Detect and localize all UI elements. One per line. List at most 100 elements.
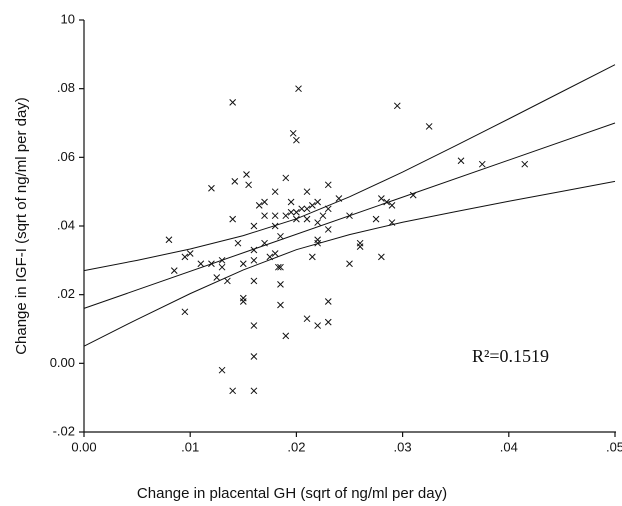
point-stroke xyxy=(425,123,433,130)
x-tick-label: .01 xyxy=(181,439,199,454)
point xyxy=(277,232,284,240)
point-stroke xyxy=(218,256,226,264)
point xyxy=(250,277,258,285)
point xyxy=(197,260,205,268)
point xyxy=(250,322,258,329)
point-stroke xyxy=(277,281,284,288)
point-stroke xyxy=(231,178,239,185)
point-stroke xyxy=(239,260,247,268)
point xyxy=(170,267,178,274)
point-stroke xyxy=(245,181,252,189)
point xyxy=(388,202,396,209)
point xyxy=(239,260,247,268)
point-stroke xyxy=(234,239,242,247)
point-stroke xyxy=(388,219,396,226)
point xyxy=(425,123,433,130)
point-stroke xyxy=(261,212,268,220)
point-stroke xyxy=(282,212,290,220)
point xyxy=(295,85,302,93)
point-stroke xyxy=(261,239,268,247)
point xyxy=(293,215,300,223)
point-stroke xyxy=(218,263,226,271)
point xyxy=(208,184,215,192)
point-stroke xyxy=(250,256,258,264)
point xyxy=(229,215,237,223)
point-stroke xyxy=(314,239,321,247)
point xyxy=(314,198,321,206)
point-stroke xyxy=(277,232,284,240)
point-stroke xyxy=(271,250,279,257)
point xyxy=(298,205,306,213)
point xyxy=(287,208,295,216)
point xyxy=(255,202,263,209)
point xyxy=(245,181,252,189)
point xyxy=(277,301,284,309)
point xyxy=(218,263,226,271)
point-stroke xyxy=(295,85,302,93)
point xyxy=(293,136,300,144)
point xyxy=(213,274,221,281)
point xyxy=(303,315,311,323)
point-stroke xyxy=(165,236,173,244)
y-tick-label: -.02 xyxy=(53,423,75,438)
point xyxy=(229,99,237,106)
point-stroke xyxy=(346,260,353,268)
point xyxy=(303,205,311,213)
point-stroke xyxy=(282,174,290,182)
point-stroke xyxy=(250,277,258,285)
point xyxy=(234,239,242,247)
point-stroke xyxy=(293,208,300,216)
point-stroke xyxy=(314,322,321,329)
y-tick-label: .08 xyxy=(57,80,75,95)
point xyxy=(250,256,258,264)
point xyxy=(356,243,364,250)
point xyxy=(181,253,189,261)
point xyxy=(303,215,311,223)
point-stroke xyxy=(250,353,258,360)
point-stroke xyxy=(478,160,486,168)
point-stroke xyxy=(324,205,332,213)
point xyxy=(261,212,268,220)
point xyxy=(324,318,332,326)
y-tick-label: 0.00 xyxy=(50,355,75,370)
point xyxy=(208,260,215,268)
point xyxy=(356,239,364,247)
point-stroke xyxy=(378,195,385,202)
point-stroke xyxy=(208,260,215,268)
point xyxy=(218,366,226,374)
point-stroke xyxy=(303,188,311,196)
point-stroke xyxy=(274,263,282,271)
point xyxy=(239,298,247,305)
point-stroke xyxy=(208,184,215,192)
x-tick-label: .02 xyxy=(287,439,305,454)
point-stroke xyxy=(287,208,295,216)
point xyxy=(314,322,321,329)
point xyxy=(282,174,290,182)
point xyxy=(314,236,321,244)
point-stroke xyxy=(250,222,258,230)
point xyxy=(521,160,529,168)
point-stroke xyxy=(239,294,247,302)
point-stroke xyxy=(303,215,311,223)
point-stroke xyxy=(250,246,258,254)
point xyxy=(271,212,279,220)
point-stroke xyxy=(409,191,417,199)
point-stroke xyxy=(303,205,311,213)
y-tick-label: .06 xyxy=(57,149,75,164)
point xyxy=(250,222,258,230)
point xyxy=(335,195,343,202)
y-tick-label: 10 xyxy=(61,11,75,26)
fit-line xyxy=(83,180,616,347)
point xyxy=(378,195,385,202)
point-stroke xyxy=(324,318,332,326)
point xyxy=(457,157,465,165)
point xyxy=(271,250,279,257)
point xyxy=(229,387,237,395)
point-stroke xyxy=(277,301,284,309)
point-stroke xyxy=(314,198,321,206)
point-stroke xyxy=(308,202,316,209)
point xyxy=(324,205,332,213)
point-stroke xyxy=(289,129,297,137)
point-stroke xyxy=(197,260,205,268)
